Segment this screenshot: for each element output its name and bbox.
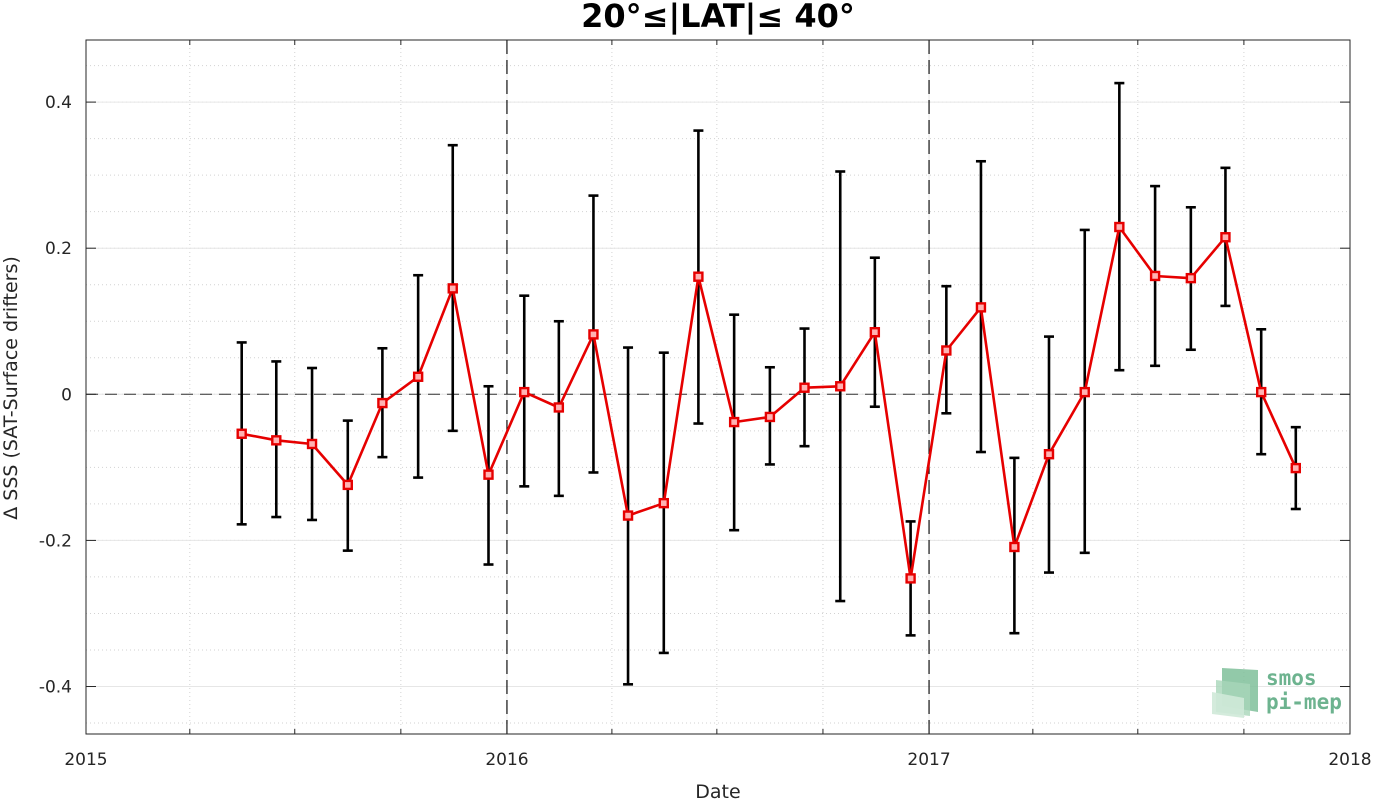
x-tick-label: 2016 <box>485 750 528 770</box>
data-point <box>941 345 952 356</box>
data-point <box>1290 462 1301 474</box>
data-point <box>835 381 846 392</box>
data-point <box>1079 386 1090 398</box>
data-markers <box>236 221 1301 584</box>
data-point <box>1255 386 1267 398</box>
data-point <box>1043 449 1055 460</box>
data-point <box>377 397 388 409</box>
data-point <box>622 510 634 521</box>
data-point <box>447 283 458 294</box>
data-point <box>412 371 424 382</box>
data-point <box>1220 232 1231 243</box>
data-point <box>728 416 740 428</box>
logo-mark-icon <box>1212 668 1258 718</box>
axes-box <box>85 39 1351 735</box>
data-point <box>271 435 282 446</box>
logo-text-pi-mep: pi-mep <box>1266 690 1342 714</box>
y-tick-label: -0.4 <box>39 678 72 698</box>
smos-pi-mep-logo: smos pi-mep <box>1212 666 1342 718</box>
reference-lines <box>86 40 1350 734</box>
data-point <box>693 271 704 282</box>
y-tick-label: -0.2 <box>39 531 72 551</box>
logo-text-smos: smos <box>1266 666 1317 690</box>
data-point <box>975 302 987 313</box>
data-point <box>1185 272 1197 284</box>
plot-frame <box>85 39 1351 735</box>
data-point <box>342 479 353 491</box>
data-point <box>236 428 247 439</box>
data-point <box>658 497 669 509</box>
data-point <box>306 438 318 450</box>
y-tick-label: 0 <box>61 385 72 405</box>
chart-title: 20°≤|LAT|≤ 40° <box>581 0 855 36</box>
x-tick-label: 2018 <box>1328 750 1371 770</box>
x-tick-label: 2017 <box>907 750 950 770</box>
x-axis-label: Date <box>695 781 740 801</box>
y-axis-label: Δ SSS (SAT-Surface drifters) <box>0 256 22 520</box>
x-tick-label: 2015 <box>64 750 107 770</box>
data-point <box>553 402 565 413</box>
data-point <box>1114 221 1125 233</box>
y-tick-label: 0.4 <box>45 93 72 113</box>
data-point <box>519 386 530 398</box>
data-point <box>799 382 810 393</box>
data-point <box>1149 270 1161 282</box>
tick-labels: -0.4 -0.2 0 0.2 0.4 2015 2016 2017 2018 <box>39 93 1372 770</box>
data-point <box>764 411 776 423</box>
data-point <box>1009 541 1020 553</box>
data-point <box>905 573 916 584</box>
y-tick-label: 0.2 <box>45 239 72 259</box>
data-point <box>869 327 881 338</box>
data-point <box>483 469 494 480</box>
data-point <box>588 329 599 340</box>
